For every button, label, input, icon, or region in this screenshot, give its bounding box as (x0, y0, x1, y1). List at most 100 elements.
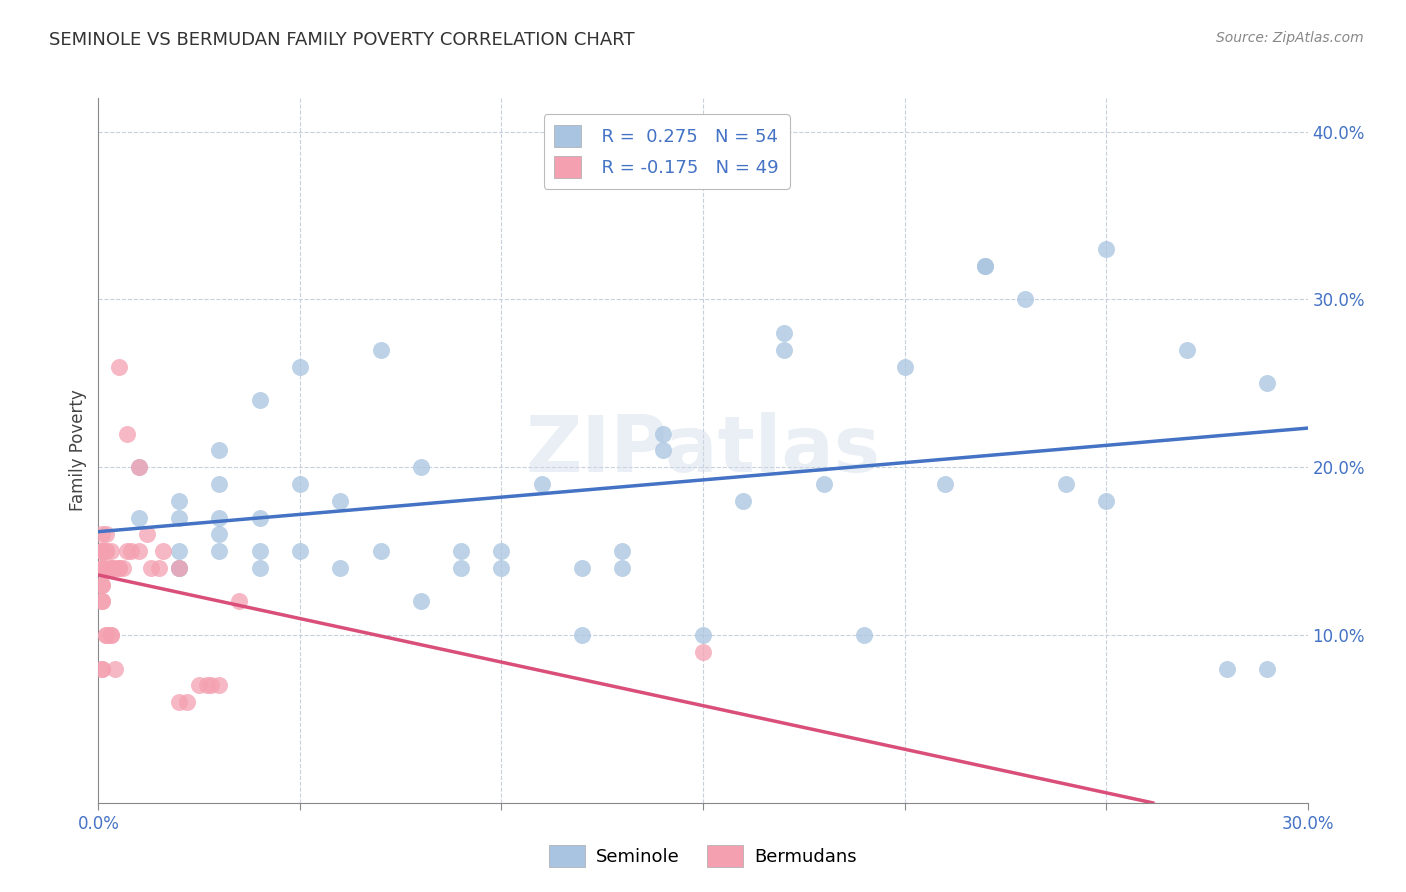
Point (370, 544, 392, 558)
Point (1014, 293, 1036, 307)
Point (692, 645, 714, 659)
Point (188, 678, 211, 692)
Point (249, 393, 271, 408)
Point (139, 561, 162, 575)
Point (651, 426, 673, 441)
Point (612, 544, 634, 558)
Point (167, 510, 190, 524)
Point (96, 544, 118, 558)
Point (115, 426, 138, 441)
Point (208, 443, 231, 458)
Point (1216, 662, 1239, 676)
Point (107, 561, 129, 575)
Point (91, 561, 114, 575)
Point (1256, 662, 1278, 676)
Point (893, 359, 915, 374)
Point (491, 561, 513, 575)
Point (96, 544, 118, 558)
Point (167, 493, 190, 508)
Point (91, 577, 114, 591)
Point (370, 343, 392, 357)
Point (135, 527, 157, 541)
Legend: Seminole, Bermudans: Seminole, Bermudans (543, 838, 863, 874)
Point (208, 527, 231, 541)
Point (208, 544, 231, 558)
Point (91, 544, 114, 558)
Point (692, 628, 714, 642)
Point (1054, 477, 1077, 491)
Point (100, 628, 122, 642)
Point (288, 359, 311, 374)
Point (100, 561, 122, 575)
Text: SEMINOLE VS BERMUDAN FAMILY POVERTY CORRELATION CHART: SEMINOLE VS BERMUDAN FAMILY POVERTY CORR… (49, 31, 636, 49)
Point (329, 493, 352, 508)
Point (409, 460, 432, 475)
Point (853, 628, 876, 642)
Point (176, 695, 198, 709)
Point (148, 561, 170, 575)
Legend:   R =  0.275   N = 54,   R = -0.175   N = 49: R = 0.275 N = 54, R = -0.175 N = 49 (544, 114, 790, 189)
Point (91, 662, 114, 676)
Point (491, 544, 513, 558)
Point (128, 510, 150, 524)
Point (91, 561, 114, 575)
Point (249, 561, 271, 575)
Point (208, 510, 231, 524)
Point (450, 561, 472, 575)
Point (128, 460, 150, 475)
Point (167, 544, 190, 558)
Point (120, 544, 142, 558)
Point (288, 477, 311, 491)
Point (571, 628, 593, 642)
Point (530, 477, 553, 491)
Point (128, 460, 150, 475)
Point (208, 477, 231, 491)
Point (409, 594, 432, 608)
Point (1175, 343, 1198, 357)
Point (107, 561, 129, 575)
Point (249, 510, 271, 524)
Point (152, 544, 174, 558)
Point (450, 544, 472, 558)
Point (612, 561, 634, 575)
Point (974, 259, 997, 273)
Point (167, 561, 190, 575)
Point (195, 678, 218, 692)
Text: ZIPatlas: ZIPatlas (526, 412, 880, 489)
Point (249, 544, 271, 558)
Point (111, 561, 134, 575)
Point (167, 695, 190, 709)
Point (651, 443, 673, 458)
Point (128, 544, 150, 558)
Point (91, 544, 114, 558)
Point (91, 594, 114, 608)
Text: Source: ZipAtlas.com: Source: ZipAtlas.com (1216, 31, 1364, 45)
Point (91, 561, 114, 575)
Point (91, 527, 114, 541)
Point (167, 561, 190, 575)
Point (91, 577, 114, 591)
Point (96, 628, 118, 642)
Point (100, 628, 122, 642)
Point (1095, 493, 1118, 508)
Point (91, 544, 114, 558)
Point (115, 544, 138, 558)
Point (96, 527, 118, 541)
Point (228, 594, 250, 608)
Point (329, 561, 352, 575)
Point (91, 594, 114, 608)
Y-axis label: Family Poverty: Family Poverty (69, 390, 87, 511)
Point (103, 662, 125, 676)
Point (96, 561, 118, 575)
Point (91, 662, 114, 676)
Point (96, 628, 118, 642)
Point (733, 493, 755, 508)
Point (91, 544, 114, 558)
Point (571, 561, 593, 575)
Point (288, 544, 311, 558)
Point (813, 477, 835, 491)
Point (100, 561, 122, 575)
Point (934, 477, 956, 491)
Point (103, 561, 125, 575)
Point (974, 259, 997, 273)
